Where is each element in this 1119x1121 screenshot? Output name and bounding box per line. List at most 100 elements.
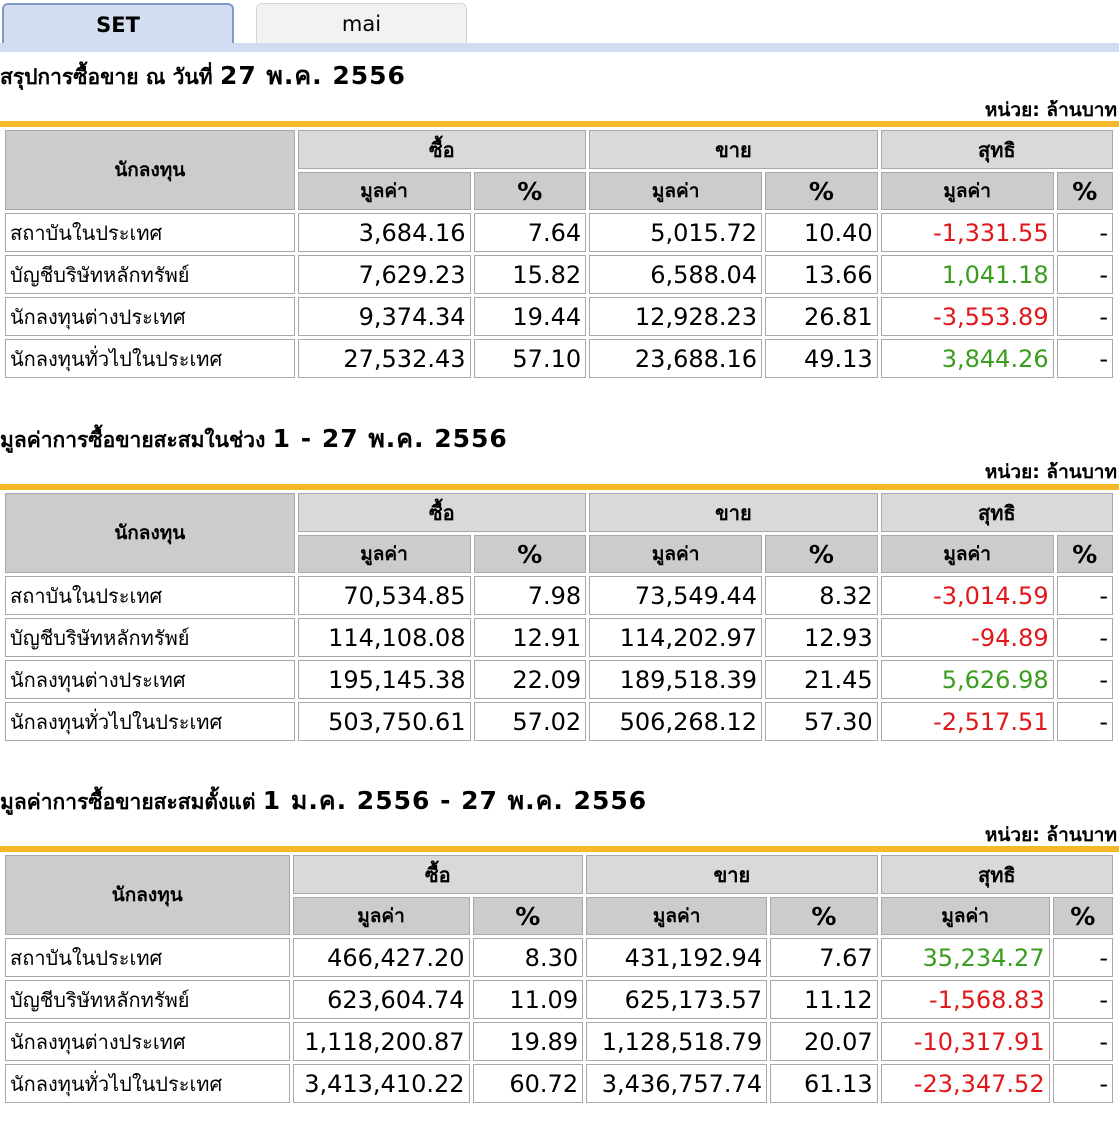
investor-name: นักลงทุนทั่วไปในประเทศ (5, 702, 295, 741)
section-title-prefix: มูลค่าการซื้อขายสะสมในช่วง (0, 428, 266, 452)
buy-value: 503,750.61 (297, 702, 471, 741)
investor-name: นักลงทุนต่างประเทศ (5, 297, 295, 336)
net-value: -3,014.59 (880, 576, 1054, 615)
header-sell: ขาย (586, 855, 878, 894)
section-title-prefix: มูลค่าการซื้อขายสะสมตั้งแต่ (0, 790, 256, 814)
net-value: -1,331.55 (880, 213, 1054, 252)
header-sell-value: มูลค่า (589, 535, 763, 573)
header-sell-percent: % (770, 897, 878, 935)
section-title-date: 1 - 27 พ.ค. 2556 (272, 424, 508, 453)
gold-divider (0, 484, 1119, 490)
sell-value: 431,192.94 (586, 938, 768, 977)
header-row-groups: นักลงทุน ซื้อ ขาย สุทธิ (5, 855, 1113, 935)
gold-divider (0, 121, 1119, 127)
header-sell: ขาย (589, 130, 878, 169)
buy-percent: 12.91 (473, 618, 587, 657)
section-title-month: มูลค่าการซื้อขายสะสมในช่วง 1 - 27 พ.ค. 2… (0, 419, 508, 459)
table-row: สถาบันในประเทศ 70,534.85 7.98 73,549.44 8.32… (5, 576, 1113, 615)
tab-mai[interactable]: mai (256, 3, 467, 43)
net-value: -23,347.52 (880, 1064, 1050, 1103)
unit-label: หน่วย: ล้านบาท (984, 461, 1117, 483)
buy-percent: 57.10 (473, 339, 587, 378)
buy-value: 3,413,410.22 (292, 1064, 470, 1103)
investor-name: บัญชีบริษัทหลักทรัพย์ (5, 618, 295, 657)
section-title-ytd: มูลค่าการซื้อขายสะสมตั้งแต่ 1 ม.ค. 2556 … (0, 781, 647, 821)
header-sell-percent: % (765, 535, 878, 573)
sell-percent: 7.67 (770, 938, 878, 977)
sell-percent: 49.13 (765, 339, 878, 378)
sell-value: 5,015.72 (589, 213, 763, 252)
section-title-prefix: สรุปการซื้อขาย ณ วันที่ (0, 65, 213, 89)
table-row: นักลงทุนทั่วไปในประเทศ 27,532.43 57.10 23,6… (5, 339, 1113, 378)
header-buy-value: มูลค่า (297, 172, 471, 210)
trading-table-daily: นักลงทุน ซื้อ ขาย สุทธิ มูลค่า% มูลค่า% มูลค่า… (2, 127, 1116, 381)
unit-label: หน่วย: ล้านบาท (984, 824, 1117, 846)
investor-name: นักลงทุนต่างประเทศ (5, 660, 295, 699)
sell-value: 1,128,518.79 (586, 1022, 768, 1061)
net-percent: - (1056, 339, 1113, 378)
net-value: -10,317.91 (880, 1022, 1050, 1061)
buy-percent: 60.72 (472, 1064, 584, 1103)
header-buy: ซื้อ (297, 130, 587, 169)
sell-value: 506,268.12 (589, 702, 763, 741)
header-buy: ซื้อ (297, 493, 587, 532)
header-net: สุทธิ (880, 130, 1113, 169)
buy-value: 70,534.85 (297, 576, 471, 615)
tab-underline (0, 43, 1119, 52)
buy-value: 1,118,200.87 (292, 1022, 470, 1061)
sell-value: 73,549.44 (589, 576, 763, 615)
sell-percent: 10.40 (765, 213, 878, 252)
sell-value: 6,588.04 (589, 255, 763, 294)
investor-name: สถาบันในประเทศ (5, 576, 295, 615)
sell-value: 3,436,757.74 (586, 1064, 768, 1103)
net-value: -3,553.89 (880, 297, 1054, 336)
header-row-groups: นักลงทุน ซื้อ ขาย สุทธิ (5, 130, 1113, 210)
investor-name: นักลงทุนทั่วไปในประเทศ (5, 339, 295, 378)
header-net-percent: % (1056, 535, 1113, 573)
net-value: 5,626.98 (880, 660, 1054, 699)
net-percent: - (1052, 1064, 1113, 1103)
sell-percent: 12.93 (765, 618, 878, 657)
table-row: นักลงทุนทั่วไปในประเทศ 503,750.61 57.02 506… (5, 702, 1113, 741)
tab-set[interactable]: SET (2, 3, 234, 43)
table-row: สถาบันในประเทศ 466,427.20 8.30 431,192.94 7.… (5, 938, 1113, 977)
buy-value: 114,108.08 (297, 618, 471, 657)
header-row-columns: มูลค่า% มูลค่า% มูลค่า% (5, 897, 1113, 935)
net-value: 3,844.26 (880, 339, 1054, 378)
table-row: นักลงทุนทั่วไปในประเทศ 3,413,410.22 60.72 3… (5, 1064, 1113, 1103)
net-value: -94.89 (880, 618, 1054, 657)
section-title-date: 27 พ.ค. 2556 (219, 61, 406, 90)
header-buy-percent: % (473, 172, 587, 210)
sell-percent: 13.66 (765, 255, 878, 294)
table-row: บัญชีบริษัทหลักทรัพย์ 7,629.23 15.82 6,588.… (5, 255, 1113, 294)
investor-name: นักลงทุนต่างประเทศ (5, 1022, 290, 1061)
sell-value: 12,928.23 (589, 297, 763, 336)
header-sell-value: มูลค่า (586, 897, 768, 935)
net-percent: - (1052, 980, 1113, 1019)
investor-name: บัญชีบริษัทหลักทรัพย์ (5, 255, 295, 294)
net-percent: - (1056, 660, 1113, 699)
header-row-groups: นักลงทุน ซื้อ ขาย สุทธิ (5, 493, 1113, 573)
investor-name: นักลงทุนทั่วไปในประเทศ (5, 1064, 290, 1103)
buy-value: 3,684.16 (297, 213, 471, 252)
sell-percent: 11.12 (770, 980, 878, 1019)
sell-percent: 21.45 (765, 660, 878, 699)
sell-value: 625,173.57 (586, 980, 768, 1019)
net-value: 1,041.18 (880, 255, 1054, 294)
net-percent: - (1056, 297, 1113, 336)
header-investor: นักลงทุน (5, 493, 295, 573)
net-percent: - (1056, 213, 1113, 252)
table-row: นักลงทุนต่างประเทศ 1,118,200.87 19.89 1,128… (5, 1022, 1113, 1061)
buy-value: 623,604.74 (292, 980, 470, 1019)
buy-percent: 8.30 (472, 938, 584, 977)
header-net-value: มูลค่า (880, 172, 1054, 210)
table-row: บัญชีบริษัทหลักทรัพย์ 114,108.08 12.91 114,… (5, 618, 1113, 657)
sell-percent: 8.32 (765, 576, 878, 615)
header-buy-percent: % (473, 535, 587, 573)
sell-percent: 61.13 (770, 1064, 878, 1103)
header-buy: ซื้อ (292, 855, 584, 894)
net-value: 35,234.27 (880, 938, 1050, 977)
header-net-value: มูลค่า (880, 897, 1050, 935)
net-percent: - (1056, 255, 1113, 294)
header-row-columns: มูลค่า% มูลค่า% มูลค่า% (5, 535, 1113, 573)
